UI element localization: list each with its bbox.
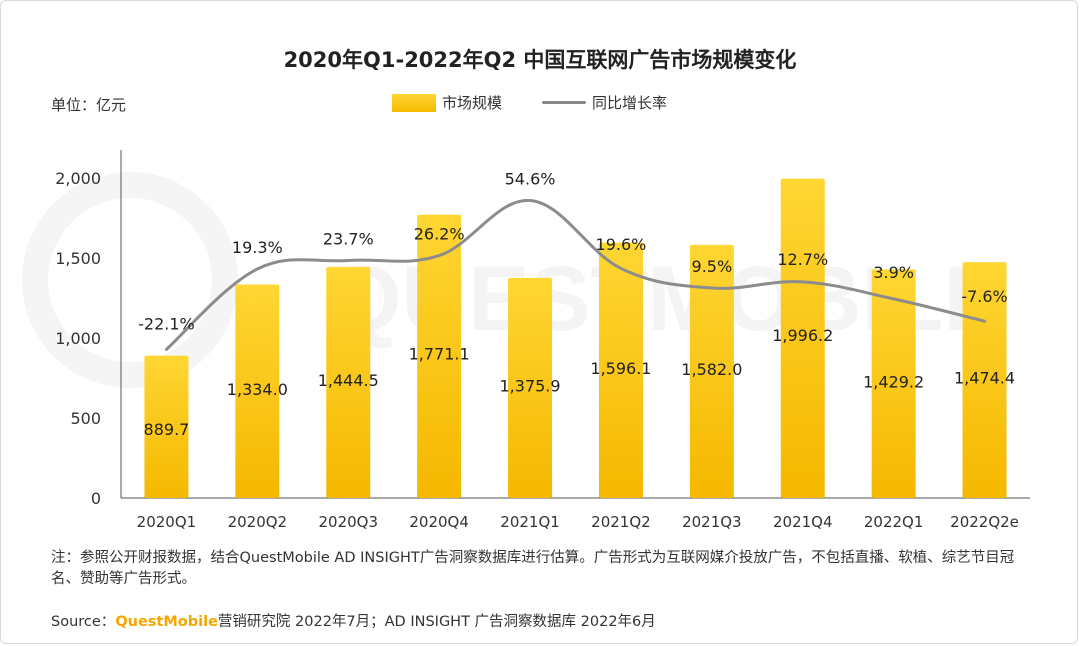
x-tick-label: 2020Q1: [137, 513, 197, 531]
bar-value-label: 1,474.4: [954, 369, 1015, 388]
bar: [598, 242, 643, 498]
x-tick-label: 2022Q2e: [950, 513, 1019, 531]
growth-rate-label: -7.6%: [961, 287, 1007, 306]
growth-rate-label: 23.7%: [323, 229, 374, 248]
growth-rate-label: 3.9%: [873, 263, 914, 282]
x-tick-label: 2020Q4: [409, 513, 469, 531]
x-tick-label: 2021Q1: [500, 513, 560, 531]
growth-rate-label: -22.1%: [138, 314, 195, 333]
legend: 市场规模 同比增长率: [392, 92, 667, 113]
bar-value-label: 1,429.2: [863, 372, 924, 391]
bar: [326, 266, 371, 498]
bar-value-label: 1,375.9: [500, 377, 561, 396]
x-tick-label: 2021Q3: [682, 513, 742, 531]
bar-value-label: 1,996.2: [772, 326, 833, 345]
bar: [780, 178, 825, 498]
growth-rate-label: 19.3%: [232, 238, 283, 257]
bar: [871, 269, 916, 498]
bar-value-label: 1,444.5: [318, 371, 379, 390]
bar: [417, 214, 462, 498]
bar: [508, 277, 553, 498]
growth-rate-label: 9.5%: [692, 257, 733, 276]
legend-line-swatch: [542, 101, 587, 104]
bar: [235, 284, 280, 498]
x-tick-label: 2020Q3: [318, 513, 378, 531]
x-tick-label: 2021Q4: [773, 513, 833, 531]
bar-value-label: 1,334.0: [227, 380, 288, 399]
legend-bar-swatch: [392, 93, 436, 112]
bar: [962, 262, 1007, 498]
source-prefix: Source：: [51, 614, 116, 630]
y-tick-label: 2,000: [55, 169, 101, 188]
legend-bar-label: 市场规模: [442, 94, 503, 112]
bar: [689, 244, 734, 498]
x-tick-label: 2021Q2: [591, 513, 651, 531]
x-tick-label: 2022Q1: [864, 513, 924, 531]
legend-line-label: 同比增长率: [592, 94, 668, 112]
bar-value-label: 1,596.1: [590, 359, 651, 378]
y-tick-label: 1,500: [55, 249, 101, 268]
source-rest: 营销研究院 2022年7月；AD INSIGHT 广告洞察数据库 2022年6月: [217, 614, 656, 630]
bar: [144, 355, 189, 498]
growth-rate-label: 54.6%: [505, 169, 556, 188]
bar-value-label: 1,771.1: [409, 344, 470, 363]
chart-title: 2020年Q1-2022年Q2 中国互联网广告市场规模变化: [283, 48, 797, 72]
bar-value-label: 1,582.0: [681, 360, 742, 379]
growth-rate-line: [164, 198, 987, 351]
x-tick-label: 2020Q2: [228, 513, 288, 531]
source-line: Source：QuestMobile营销研究院 2022年7月；AD INSIG…: [51, 610, 656, 631]
bar-value-label: 889.7: [144, 420, 190, 439]
growth-rate-label: 12.7%: [777, 250, 828, 269]
growth-rate-label: 26.2%: [414, 225, 465, 244]
y-tick-label: 0: [91, 489, 101, 508]
unit-label: 单位：亿元: [51, 96, 127, 114]
footnote: 注：参照公开财报数据，结合QuestMobile AD INSIGHT广告洞察数…: [51, 550, 1015, 587]
growth-rate-label: 19.6%: [596, 235, 647, 254]
source-brand: QuestMobile: [115, 614, 218, 630]
y-tick-label: 1,000: [55, 329, 101, 348]
y-tick-label: 500: [70, 409, 101, 428]
